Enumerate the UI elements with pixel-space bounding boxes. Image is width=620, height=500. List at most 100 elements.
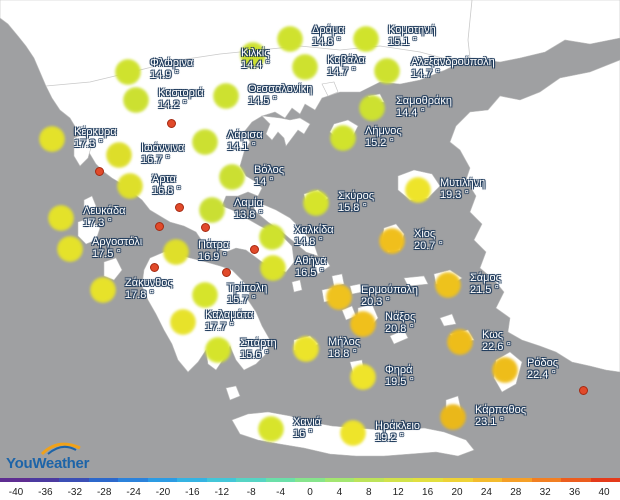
city-temperature: 15.7 °	[227, 294, 256, 306]
city-name: Αλεξανδρούπολη	[411, 56, 495, 68]
temperature-dot[interactable]	[374, 58, 400, 84]
youweather-logo[interactable]: YouWeather	[6, 438, 96, 474]
scale-tick-label: 28	[510, 487, 522, 498]
temperature-dot[interactable]	[117, 173, 143, 199]
temperature-dot[interactable]	[359, 95, 385, 121]
scale-segment	[29, 478, 60, 482]
location-marker[interactable]	[155, 222, 164, 231]
temperature-dot[interactable]	[260, 255, 286, 281]
temperature-dot[interactable]	[39, 126, 65, 152]
city-name: Θεσσαλονίκη	[248, 83, 313, 95]
temperature-dot[interactable]	[57, 236, 83, 262]
city-name: Ζάκυνθος	[125, 277, 173, 289]
scale-segment	[590, 478, 620, 482]
temperature-dot[interactable]	[435, 272, 461, 298]
city-temperature: 20.7 °	[414, 240, 443, 252]
city-name: Βόλος	[254, 164, 284, 176]
temperature-dot[interactable]	[205, 337, 231, 363]
scale-segment	[502, 478, 532, 482]
city-name: Σκύρος	[338, 190, 374, 202]
city-temperature: 15.8 °	[338, 202, 367, 214]
scale-segment	[177, 478, 207, 482]
city-temperature: 23.1 °	[475, 416, 504, 428]
city-temperature: 19.3 °	[440, 189, 469, 201]
location-marker[interactable]	[579, 386, 588, 395]
location-marker[interactable]	[250, 245, 259, 254]
location-marker[interactable]	[175, 203, 184, 212]
temperature-dot[interactable]	[350, 311, 376, 337]
city-name: Νάξος	[385, 311, 416, 323]
temperature-dot[interactable]	[199, 197, 225, 223]
location-marker[interactable]	[150, 263, 159, 272]
city-name: Ιωάννινα	[141, 142, 185, 154]
temperature-dot[interactable]	[163, 239, 189, 265]
city-temperature: 16.9 °	[198, 251, 227, 263]
temperature-dot[interactable]	[192, 282, 218, 308]
city-name: Ηράκλειο	[375, 420, 421, 432]
temperature-dot[interactable]	[292, 54, 318, 80]
scale-tick-label: 36	[569, 487, 581, 498]
city-name: Σπάρτη	[240, 337, 277, 349]
temperature-dot[interactable]	[277, 26, 303, 52]
city-name: Καστοριά	[158, 87, 204, 99]
temperature-dot[interactable]	[326, 284, 352, 310]
temperature-dot[interactable]	[90, 277, 116, 303]
city-name: Μυτιλήνη	[440, 177, 486, 189]
city-temperature: 16 °	[293, 428, 313, 440]
temperature-dot[interactable]	[350, 364, 376, 390]
city-name: Ρόδος	[527, 357, 558, 369]
temperature-dot[interactable]	[353, 26, 379, 52]
city-name: Σαμοθράκη	[396, 95, 452, 107]
temperature-dot[interactable]	[447, 329, 473, 355]
temperature-dot[interactable]	[340, 420, 366, 446]
temperature-dot[interactable]	[258, 416, 284, 442]
temperature-dot[interactable]	[115, 59, 141, 85]
city-name: Κάρπαθος	[475, 404, 526, 416]
temperature-dot[interactable]	[440, 404, 466, 430]
location-marker[interactable]	[95, 167, 104, 176]
temperature-dot[interactable]	[405, 177, 431, 203]
temperature-dot[interactable]	[219, 164, 245, 190]
scale-tick-label: -8	[246, 487, 256, 498]
kythira	[225, 385, 241, 401]
location-marker[interactable]	[201, 223, 210, 232]
thasos	[321, 81, 339, 97]
scale-segment	[472, 478, 503, 482]
location-marker[interactable]	[167, 119, 176, 128]
scale-segment	[295, 478, 325, 482]
temperature-dot[interactable]	[293, 336, 319, 362]
temperature-dot[interactable]	[303, 190, 329, 216]
temperature-dot[interactable]	[170, 309, 196, 335]
scale-segment	[206, 478, 237, 482]
temperature-dot[interactable]	[330, 125, 356, 151]
lefkada	[83, 195, 97, 215]
scale-tick-label: -40	[8, 487, 24, 498]
city-name: Κέρκυρα	[74, 126, 117, 138]
city-temperature: 14.4 °	[241, 59, 270, 71]
scale-tick-label: -28	[96, 487, 112, 498]
temperature-dot[interactable]	[492, 357, 518, 383]
kea	[291, 279, 303, 293]
scale-tick-label: -16	[185, 487, 200, 498]
temperature-dot[interactable]	[259, 224, 285, 250]
temperature-dot[interactable]	[123, 87, 149, 113]
city-name: Χίος	[414, 228, 436, 240]
city-temperature: 16.5 °	[295, 267, 324, 279]
temperature-dot[interactable]	[48, 205, 74, 231]
temperature-dot[interactable]	[213, 83, 239, 109]
scale-segment	[118, 478, 148, 482]
scale-tick-label: 20	[451, 487, 463, 498]
city-name: Τρίπολη	[227, 282, 268, 294]
location-marker[interactable]	[222, 268, 231, 277]
scale-tick-label: 40	[598, 487, 610, 498]
city-temperature: 17.8 °	[125, 289, 154, 301]
temperature-dot[interactable]	[106, 142, 132, 168]
temperature-dot[interactable]	[240, 42, 266, 68]
temperature-dot[interactable]	[379, 228, 405, 254]
temperature-dot[interactable]	[192, 129, 218, 155]
city-temperature: 14.4 °	[396, 107, 425, 119]
city-name: Φλώρινα	[150, 57, 194, 69]
evia	[249, 199, 319, 257]
city-temperature: 14.2 °	[158, 99, 187, 111]
scale-segment	[383, 478, 414, 482]
